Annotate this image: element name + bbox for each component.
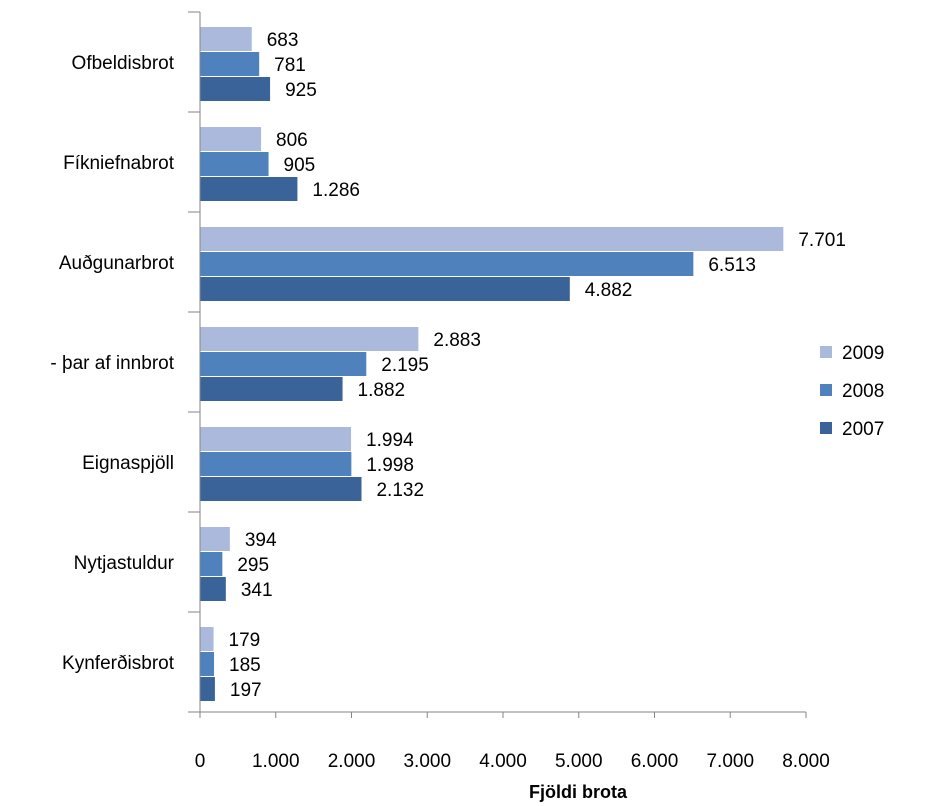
bar-kynfer-isbrot-2007 — [200, 677, 215, 701]
bar-f-kniefnabrot-2008 — [200, 152, 269, 176]
value-label-f-kniefnabrot-2007: 1.286 — [312, 180, 360, 201]
legend-swatch-2007 — [820, 422, 832, 434]
bar-eignaspj-ll-2007 — [200, 477, 362, 501]
category-label-f-kniefnabrot: Fíkniefnabrot — [63, 153, 175, 174]
x-tick-label-1000: 1.000 — [252, 751, 300, 772]
value-label-ofbeldisbrot-2009: 683 — [267, 30, 299, 51]
value-label-eignaspj-ll-2007: 2.132 — [376, 480, 424, 501]
bar-nytjastuldur-2007 — [200, 577, 226, 601]
x-tick-label-0: 0 — [195, 751, 206, 772]
x-axis-title: Fjöldi brota — [529, 782, 628, 802]
value-label-eignaspj-ll-2008: 1.998 — [366, 455, 414, 476]
value-labels-group: 683 781 925 806 905 1.286 7.701 6.513 4.882 2.883… — [229, 30, 846, 701]
bar-ar-af-innbrot-2009 — [200, 327, 419, 351]
tick-labels-group: 0 1.000 2.000 3.000 4.000 5.000 6.000 7.000 8.00… — [195, 751, 830, 772]
legend-label-2007: 2007 — [842, 419, 884, 440]
category-label-ar-af-innbrot: - þar af innbrot — [50, 353, 174, 374]
axes-group — [188, 11, 807, 718]
value-label-kynfer-isbrot-2009: 179 — [229, 630, 261, 651]
x-tick-label-8000: 8.000 — [782, 751, 830, 772]
x-tick-label-4000: 4.000 — [479, 751, 527, 772]
value-label-au-gunarbrot-2007: 4.882 — [585, 280, 633, 301]
value-label-f-kniefnabrot-2008: 905 — [284, 155, 316, 176]
bar-ofbeldisbrot-2009 — [200, 27, 252, 51]
legend: 2009 2008 2007 — [820, 343, 884, 440]
bar-eignaspj-ll-2008 — [200, 452, 352, 476]
category-label-au-gunarbrot: Auðgunarbrot — [59, 253, 175, 274]
bars-group — [200, 27, 784, 701]
bar-ar-af-innbrot-2008 — [200, 352, 367, 376]
x-tick-label-6000: 6.000 — [631, 751, 679, 772]
value-label-eignaspj-ll-2009: 1.994 — [366, 430, 414, 451]
category-label-kynfer-isbrot: Kynferðisbrot — [62, 653, 175, 674]
x-tick-label-2000: 2.000 — [328, 751, 376, 772]
bar-kynfer-isbrot-2008 — [200, 652, 215, 676]
bar-f-kniefnabrot-2009 — [200, 127, 262, 151]
value-label-ofbeldisbrot-2007: 925 — [285, 80, 317, 101]
value-label-f-kniefnabrot-2009: 806 — [276, 130, 308, 151]
bar-ofbeldisbrot-2007 — [200, 77, 271, 101]
legend-swatch-2009 — [820, 346, 832, 358]
x-tick-label-3000: 3.000 — [403, 751, 451, 772]
bar-au-gunarbrot-2007 — [200, 277, 570, 301]
value-label-ar-af-innbrot-2009: 2.883 — [433, 330, 481, 351]
value-label-nytjastuldur-2007: 341 — [241, 580, 273, 601]
value-label-ar-af-innbrot-2008: 2.195 — [381, 355, 429, 376]
value-label-kynfer-isbrot-2007: 197 — [230, 680, 262, 701]
bar-au-gunarbrot-2009 — [200, 227, 784, 251]
value-label-au-gunarbrot-2009: 7.701 — [798, 230, 846, 251]
category-label-eignaspj-ll: Eignaspjöll — [82, 453, 174, 474]
bar-eignaspj-ll-2009 — [200, 427, 352, 451]
legend-label-2009: 2009 — [842, 343, 884, 364]
value-label-ofbeldisbrot-2008: 781 — [274, 55, 306, 76]
bar-nytjastuldur-2009 — [200, 527, 230, 551]
x-tick-label-7000: 7.000 — [706, 751, 754, 772]
legend-swatch-2008 — [820, 384, 832, 396]
bar-kynfer-isbrot-2009 — [200, 627, 214, 651]
legend-label-2008: 2008 — [842, 381, 884, 402]
value-label-kynfer-isbrot-2008: 185 — [229, 655, 261, 676]
category-label-ofbeldisbrot: Ofbeldisbrot — [72, 53, 175, 74]
value-label-au-gunarbrot-2008: 6.513 — [708, 255, 756, 276]
category-label-nytjastuldur: Nytjastuldur — [74, 553, 175, 574]
value-label-nytjastuldur-2008: 295 — [237, 555, 269, 576]
bar-ar-af-innbrot-2007 — [200, 377, 343, 401]
value-label-ar-af-innbrot-2007: 1.882 — [358, 380, 406, 401]
bar-ofbeldisbrot-2008 — [200, 52, 260, 76]
bar-au-gunarbrot-2008 — [200, 252, 694, 276]
category-labels-group: Ofbeldisbrot Fíkniefnabrot Auðgunarbrot - þ… — [50, 53, 174, 674]
x-tick-label-5000: 5.000 — [555, 751, 603, 772]
bar-nytjastuldur-2008 — [200, 552, 223, 576]
bar-f-kniefnabrot-2007 — [200, 177, 298, 201]
value-label-nytjastuldur-2009: 394 — [245, 530, 277, 551]
